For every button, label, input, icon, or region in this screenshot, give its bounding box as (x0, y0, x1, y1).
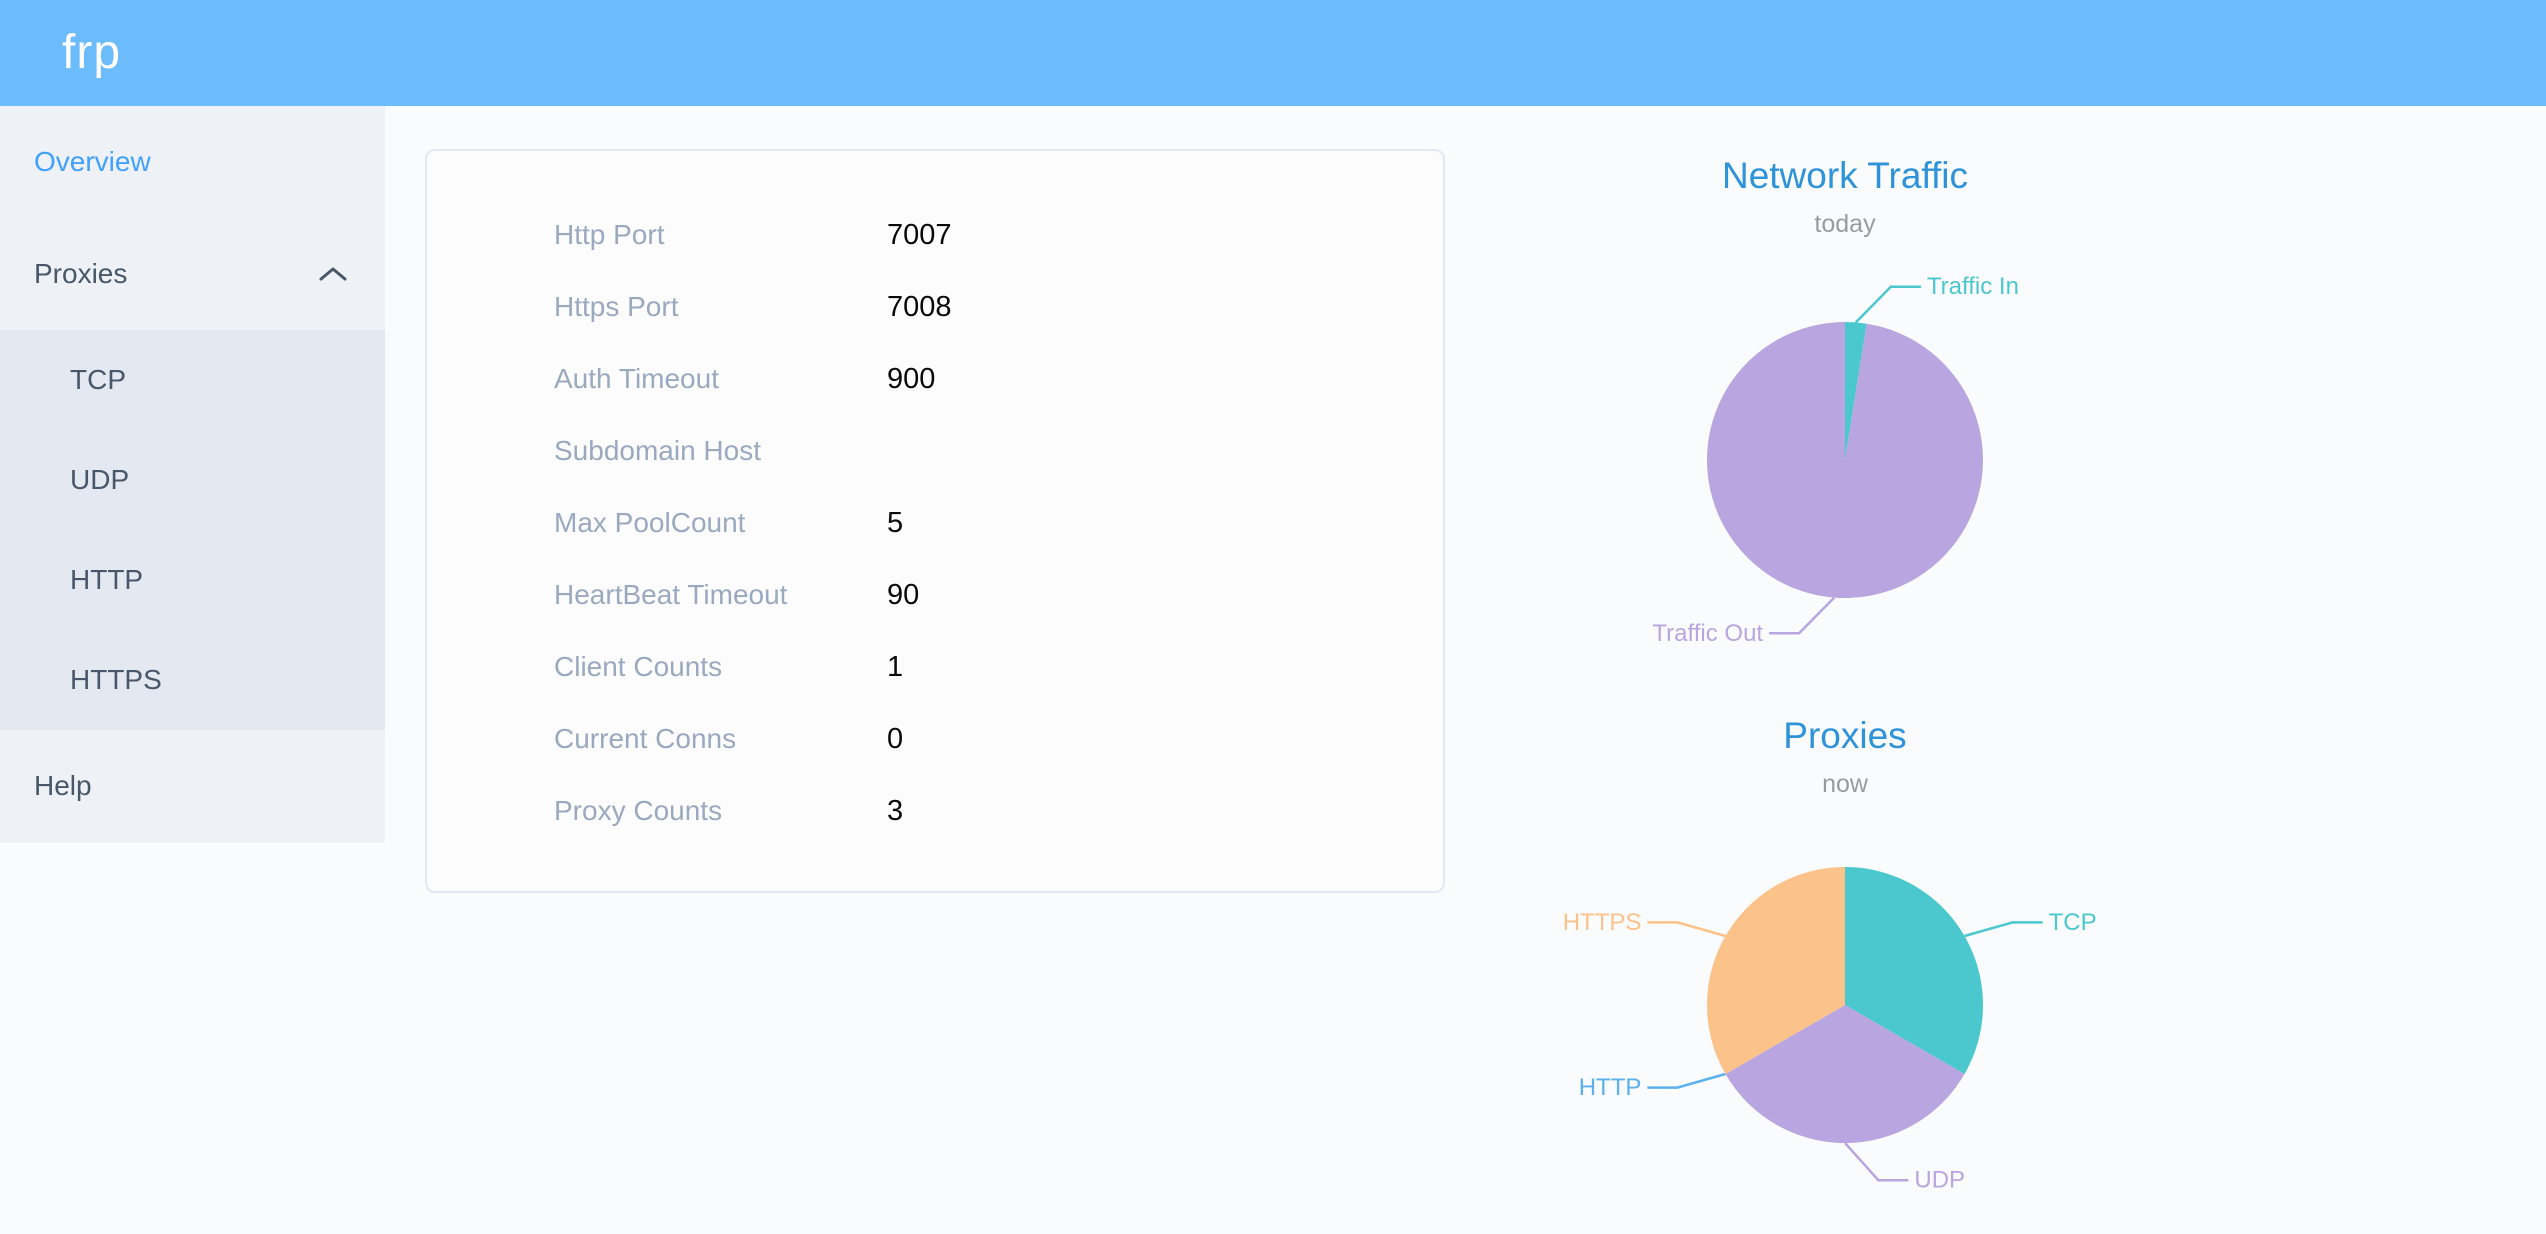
traffic-in-slice (1845, 322, 1867, 460)
tcp-slice (1845, 867, 1983, 1074)
config-row: Proxy Counts 3 (427, 775, 1443, 847)
config-label: Proxy Counts (554, 795, 723, 826)
sidebar-item-overview[interactable]: Overview (0, 106, 385, 218)
sidebar-item-udp-label: UDP (70, 464, 130, 495)
config-value: 900 (887, 362, 936, 395)
sidebar-item-proxies-label: Proxies (34, 258, 128, 289)
config-row: Auth Timeout 900 (427, 343, 1443, 415)
config-value: 3 (887, 794, 904, 827)
sidebar-item-http[interactable]: HTTP (0, 530, 385, 630)
http-label: HTTP (1579, 1074, 1642, 1101)
sidebar-item-https-label: HTTPS (70, 664, 162, 695)
sidebar-item-help[interactable]: Help (0, 730, 385, 842)
proxies-pie: TCP UDP HTTP HTTPS (1563, 867, 2097, 1194)
chevron-up-icon (319, 267, 347, 281)
sidebar-item-overview-label: Overview (34, 146, 151, 177)
https-slice (1707, 867, 1845, 1074)
sidebar-item-udp[interactable]: UDP (0, 430, 385, 530)
traffic-out-label-line (1769, 596, 1836, 635)
sidebar-item-tcp-label: TCP (70, 364, 126, 395)
config-label: Subdomain Host (554, 435, 762, 466)
config-value: 0 (887, 722, 904, 755)
udp-label-line (1844, 1142, 1909, 1182)
tcp-label-line (1964, 921, 2043, 938)
config-label: Client Counts (554, 651, 723, 682)
config-value: 90 (887, 578, 920, 611)
proxies-submenu: TCP UDP HTTP HTTPS (0, 330, 385, 730)
sidebar-item-help-label: Help (34, 770, 92, 801)
tcp-label: TCP (2049, 909, 2097, 936)
sidebar-item-https[interactable]: HTTPS (0, 630, 385, 730)
config-label: Auth Timeout (554, 363, 719, 394)
config-label: Current Conns (554, 723, 737, 754)
traffic-in-label-line (1854, 285, 1921, 324)
app-header: frp (0, 0, 2546, 106)
udp-label: UDP (1914, 1167, 1965, 1194)
sidebar-item-tcp[interactable]: TCP (0, 330, 385, 430)
sidebar: Overview Proxies TCP UDP HTTP HTTPS Help (0, 106, 385, 843)
traffic-in-label: Traffic In (1927, 273, 2019, 300)
https-label: HTTPS (1563, 909, 1642, 936)
config-row: HeartBeat Timeout 90 (427, 559, 1443, 631)
traffic-out-slice (1706, 321, 1983, 598)
sidebar-item-proxies[interactable]: Proxies (0, 218, 385, 330)
config-row: Client Counts 1 (427, 631, 1443, 703)
sidebar-item-http-label: HTTP (70, 564, 144, 595)
server-info-card: Http Port 7007 Https Port 7008 Auth Time… (425, 149, 1445, 893)
config-label: HeartBeat Timeout (554, 579, 788, 610)
traffic-out-label: Traffic Out (1652, 620, 1763, 647)
proxies-title: Proxies (1783, 715, 1907, 756)
config-label: Https Port (554, 291, 679, 322)
udp-slice (1725, 1005, 1965, 1143)
config-row: Max PoolCount 5 (427, 487, 1443, 559)
config-label: Http Port (554, 219, 665, 250)
proxies-chart: Proxies now TCP UDP HTTP HTTPS (1530, 700, 2160, 1234)
app-logo: frp (62, 26, 122, 79)
config-value: 1 (887, 650, 904, 683)
http-label-line (1647, 1072, 1726, 1089)
network-traffic-title: Network Traffic (1721, 155, 1969, 196)
proxies-subtitle: now (1822, 770, 1868, 798)
config-value: 7008 (887, 290, 952, 323)
network-traffic-chart: Network Traffic today Traffic In Traffic … (1530, 140, 2160, 696)
config-row: Https Port 7008 (427, 271, 1443, 343)
config-label: Max PoolCount (554, 507, 746, 538)
config-row: Current Conns 0 (427, 703, 1443, 775)
config-row: Subdomain Host (427, 415, 1443, 487)
config-row: Http Port 7007 (427, 199, 1443, 271)
network-traffic-subtitle: today (1814, 210, 1876, 238)
https-label-line (1647, 921, 1726, 938)
network-traffic-pie: Traffic In Traffic Out (1652, 273, 2019, 647)
config-value: 5 (887, 506, 904, 539)
config-value: 7007 (887, 218, 952, 251)
